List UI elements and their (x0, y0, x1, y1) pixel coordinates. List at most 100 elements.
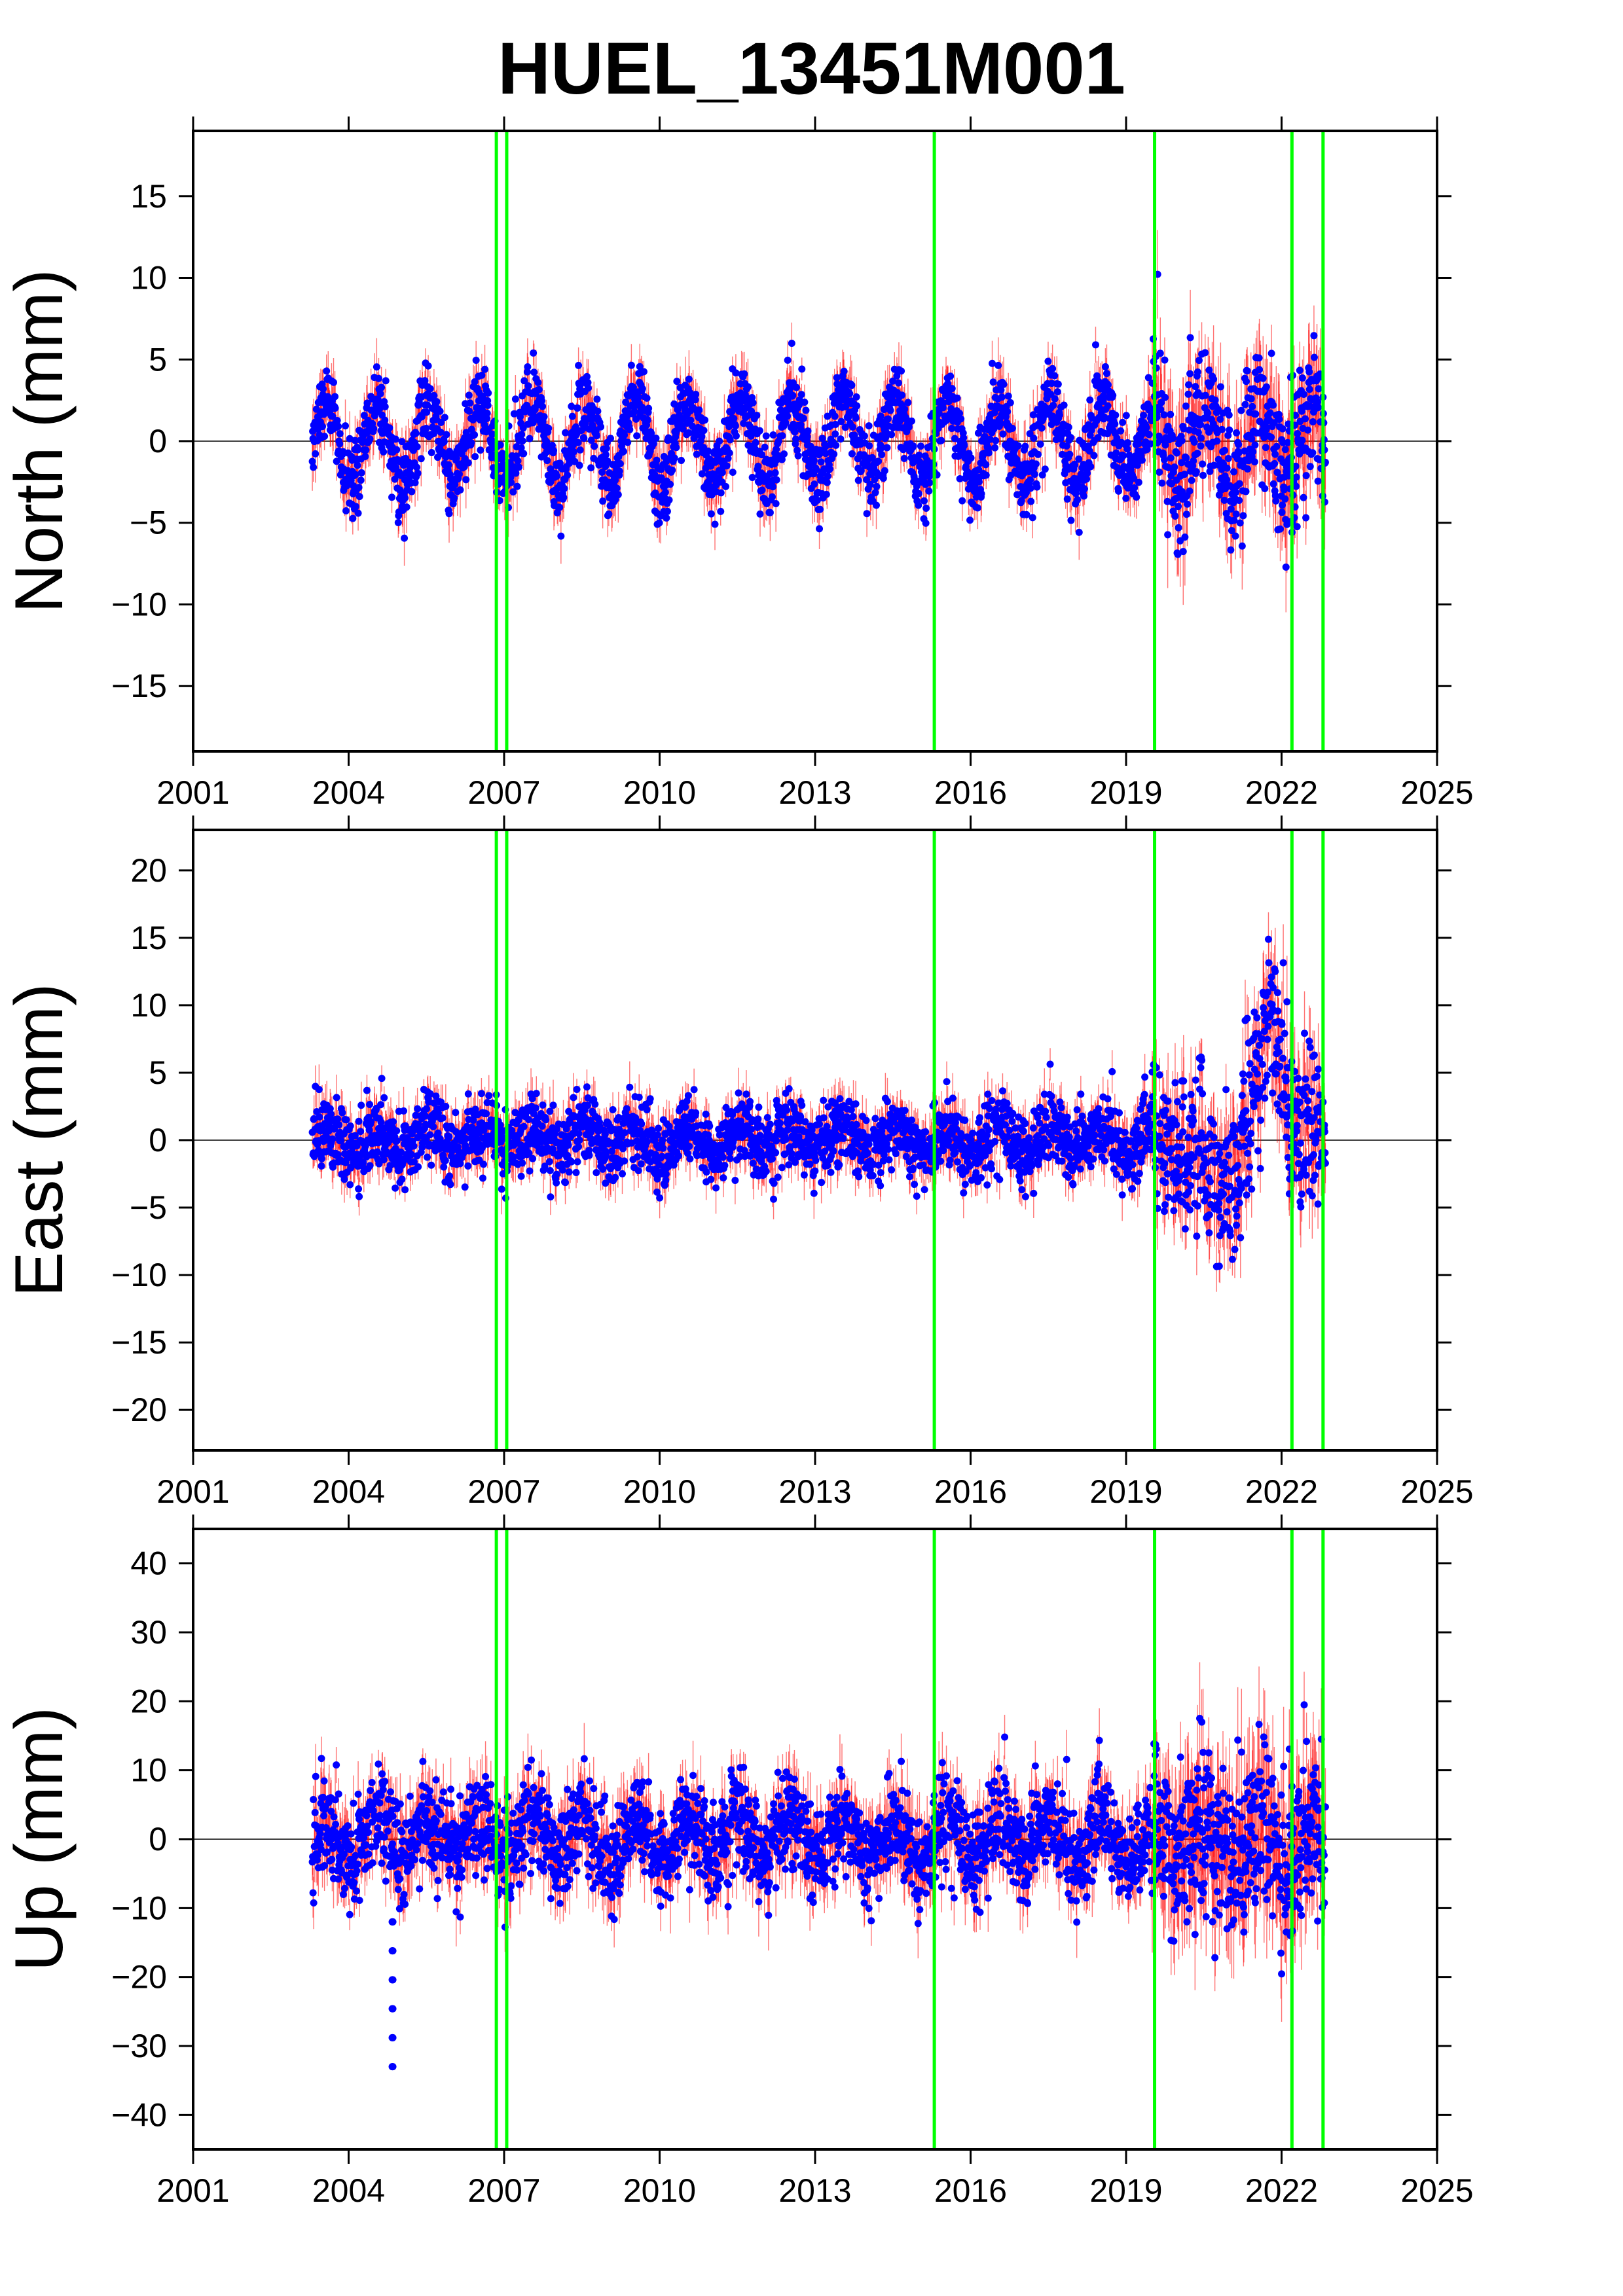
data-point (576, 446, 584, 454)
data-point (1182, 454, 1190, 462)
data-point (574, 439, 582, 446)
data-point (539, 403, 547, 410)
data-point (1188, 476, 1195, 484)
data-point (1112, 411, 1120, 419)
data-point (352, 471, 359, 478)
data-point (797, 391, 805, 399)
data-point (412, 429, 420, 437)
data-point (598, 482, 606, 490)
data-point (1186, 370, 1194, 378)
data-point (1123, 439, 1131, 446)
data-point (638, 385, 646, 393)
data-point (1034, 450, 1042, 458)
data-point (380, 448, 388, 456)
data-point (687, 416, 695, 424)
data-point (426, 385, 434, 393)
data-point (772, 500, 780, 508)
data-point (798, 365, 806, 373)
data-point (570, 448, 577, 456)
data-point (756, 510, 764, 518)
data-point (627, 361, 635, 369)
data-point (550, 446, 558, 454)
data-point (807, 442, 814, 450)
data-point (886, 406, 894, 414)
data-point (597, 423, 605, 431)
data-point (323, 367, 331, 375)
data-point (378, 384, 386, 391)
data-point (780, 450, 788, 458)
data-point (370, 425, 378, 433)
data-point (644, 416, 651, 424)
data-point (1182, 511, 1190, 518)
data-point (1041, 465, 1049, 473)
data-point (520, 450, 528, 457)
data-point (846, 389, 854, 397)
data-point (789, 391, 797, 399)
data-point (599, 497, 607, 505)
data-point (1044, 357, 1052, 365)
data-point (922, 504, 930, 512)
data-point (511, 395, 519, 403)
data-point (1146, 440, 1154, 448)
data-point (958, 497, 966, 505)
data-point (771, 469, 779, 476)
data-point (510, 410, 518, 418)
data-point (382, 377, 390, 385)
data-point (1201, 391, 1209, 399)
data-point (593, 395, 601, 403)
panel-1: 2001 2004 2007 2010 2013 2016 2019 2022 20251510… (1, 117, 1474, 811)
data-point (445, 461, 452, 469)
data-point (553, 472, 561, 480)
data-point (613, 484, 621, 492)
data-point (704, 447, 712, 455)
data-point (1111, 420, 1119, 428)
data-point (768, 493, 776, 501)
data-point (732, 369, 740, 377)
data-point (1008, 424, 1016, 432)
data-point (813, 496, 821, 504)
data-point (374, 374, 382, 382)
data-point (875, 457, 883, 465)
data-point (1161, 393, 1169, 401)
data-point (1164, 531, 1172, 539)
data-point (428, 448, 435, 456)
data-point (982, 471, 990, 479)
data-point (877, 412, 884, 420)
data-point (484, 389, 492, 397)
data-point (883, 444, 891, 452)
data-point (437, 418, 445, 426)
data-point (606, 435, 614, 442)
data-point (866, 442, 873, 450)
data-point (408, 488, 416, 495)
data-point (1190, 457, 1197, 465)
data-point (773, 476, 780, 484)
data-point (1049, 402, 1057, 410)
data-point (321, 433, 329, 440)
data-point (837, 435, 845, 443)
data-point (840, 367, 848, 375)
data-point (1049, 365, 1057, 372)
data-point (1027, 484, 1034, 492)
data-point (535, 386, 543, 393)
data-point (871, 489, 879, 497)
data-point (726, 436, 734, 444)
data-point (342, 507, 350, 514)
data-point (568, 412, 576, 420)
data-point (1038, 424, 1046, 432)
data-point (817, 458, 825, 466)
data-point (1101, 363, 1109, 370)
data-point (953, 394, 961, 402)
data-point (948, 385, 956, 393)
data-point (629, 384, 637, 391)
data-point (1185, 381, 1193, 389)
data-point (540, 413, 548, 421)
data-point (670, 454, 678, 462)
data-point (854, 476, 862, 484)
data-point (1160, 411, 1168, 419)
data-point (982, 461, 990, 469)
data-point (441, 414, 448, 422)
data-point (985, 449, 993, 457)
data-point (403, 503, 410, 511)
data-point (1027, 497, 1035, 505)
data-point (850, 431, 858, 439)
